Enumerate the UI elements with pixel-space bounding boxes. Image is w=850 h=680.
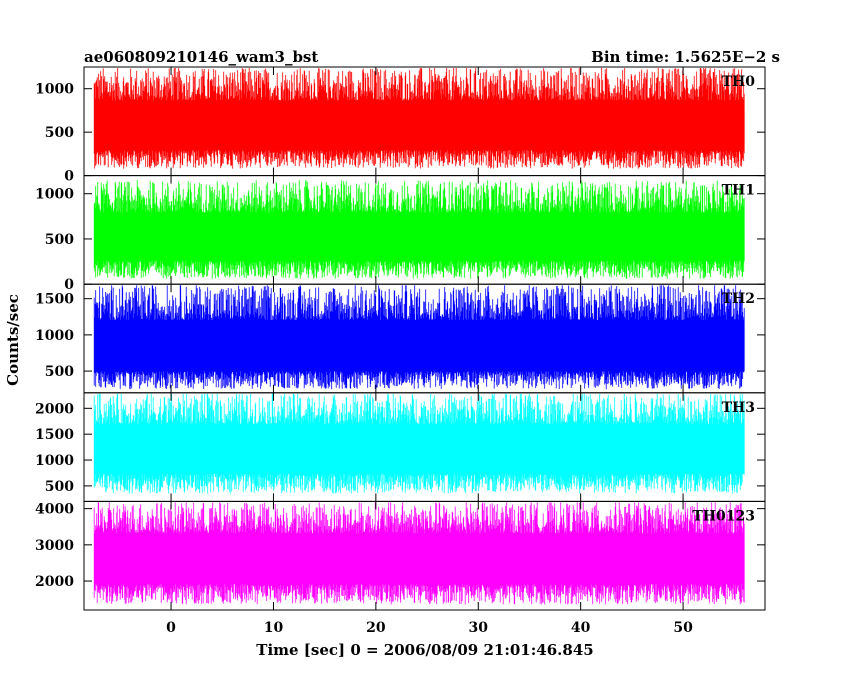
y-tick-label-th0123-2000: 2000 xyxy=(35,574,74,590)
panel-label-th0123: TH0123 xyxy=(692,508,755,524)
panel-label-th2: TH2 xyxy=(722,291,755,307)
y-tick-label-th2-1000: 1000 xyxy=(35,328,74,344)
y-tick-label-th2-1500: 1500 xyxy=(35,292,74,308)
y-tick-label-th0-1000: 1000 xyxy=(35,82,74,98)
panel-label-th1: TH1 xyxy=(722,183,755,199)
series-th0-core xyxy=(94,112,745,147)
x-tick-label-30: 30 xyxy=(469,620,489,636)
panel-label-th0: TH0 xyxy=(722,74,756,90)
y-tick-label-th3-1000: 1000 xyxy=(35,453,74,469)
series-th2-core xyxy=(94,333,745,368)
panel-label-th3: TH3 xyxy=(722,400,755,416)
y-tick-label-th0-0: 0 xyxy=(64,169,74,185)
chart-title: ae060809210146_wam3_bst xyxy=(84,48,318,66)
x-axis-tick-labels: 0 10 20 30 40 50 xyxy=(166,620,693,636)
panel-th0: 0 500 1000 TH0 xyxy=(35,66,766,185)
series-th1-core xyxy=(94,224,745,257)
panel-th2: 500 1000 1500 TH2 xyxy=(35,283,766,394)
y-tick-label-th0123-4000: 4000 xyxy=(35,502,74,518)
y-tick-label-th3-1500: 1500 xyxy=(35,427,74,443)
panels-group: 0 500 1000 TH0 0 500 1000 TH1 500 1000 1500 TH2 500 1… xyxy=(35,66,766,611)
y-tick-label-th1-1000: 1000 xyxy=(35,187,74,203)
y-tick-label-th0-500: 500 xyxy=(45,125,74,141)
y-tick-label-th2-500: 500 xyxy=(45,364,74,380)
x-tick-label-40: 40 xyxy=(571,620,591,636)
y-tick-label-th3-500: 500 xyxy=(45,479,74,495)
y-tick-label-th3-2000: 2000 xyxy=(35,401,74,417)
y-tick-label-th1-0: 0 xyxy=(64,277,74,293)
series-th0123-core xyxy=(94,544,745,580)
panel-th0123: 2000 3000 4000 TH0123 xyxy=(35,500,766,611)
y-axis-label: Counts/sec xyxy=(4,294,22,386)
panel-frame-th0123 xyxy=(83,500,766,611)
y-tick-label-th0123-3000: 3000 xyxy=(35,538,74,554)
series-th3-core xyxy=(94,435,745,470)
panel-th3: 500 1000 1500 2000 TH3 xyxy=(35,392,766,502)
x-tick-label-0: 0 xyxy=(166,620,176,636)
y-tick-label-th1-500: 500 xyxy=(45,232,74,248)
x-tick-label-10: 10 xyxy=(264,620,284,636)
bin-time-label: Bin time: 1.5625E−2 s xyxy=(591,48,780,66)
x-tick-label-20: 20 xyxy=(366,620,386,636)
panel-th1: 0 500 1000 TH1 xyxy=(35,175,766,293)
x-axis-label: Time [sec] 0 = 2006/08/09 21:01:46.845 xyxy=(256,641,593,659)
x-tick-label-50: 50 xyxy=(673,620,693,636)
